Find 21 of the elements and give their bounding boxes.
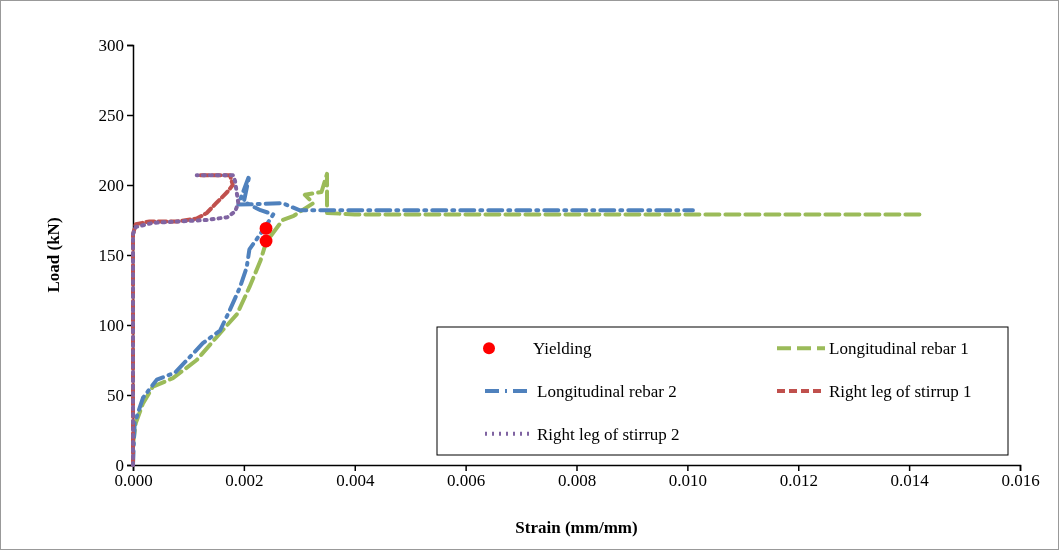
x-tick-label: 0.006 <box>447 471 486 491</box>
x-tick-label: 0.014 <box>890 471 930 491</box>
x-axis-title: Strain (mm/mm) <box>515 518 638 537</box>
legend-label: Yielding <box>533 339 593 359</box>
legend-label: Right leg of stirrup 2 <box>537 424 680 444</box>
y-tick-label: 50 <box>107 385 124 405</box>
y-tick-label: 150 <box>98 245 124 265</box>
legend-label: Longitudinal rebar 2 <box>537 382 677 401</box>
x-tick-label: 0.016 <box>1001 471 1040 491</box>
y-tick-label: 250 <box>98 105 124 125</box>
y-tick-label: 200 <box>98 175 124 195</box>
legend-label: Longitudinal rebar 1 <box>829 339 969 359</box>
y-tick-label: 300 <box>98 35 124 55</box>
y-axis-title: Load (kN) <box>44 217 63 293</box>
y-tick-label: 100 <box>98 315 124 335</box>
x-tick-label: 0.012 <box>779 471 818 491</box>
x-tick-label: 0.008 <box>557 471 597 491</box>
x-tick-label: 0.004 <box>336 471 375 491</box>
x-tick-label: 0.002 <box>225 471 264 491</box>
legend-label: Right leg of stirrup 1 <box>829 382 972 401</box>
x-tick-label: 0.010 <box>668 471 707 491</box>
